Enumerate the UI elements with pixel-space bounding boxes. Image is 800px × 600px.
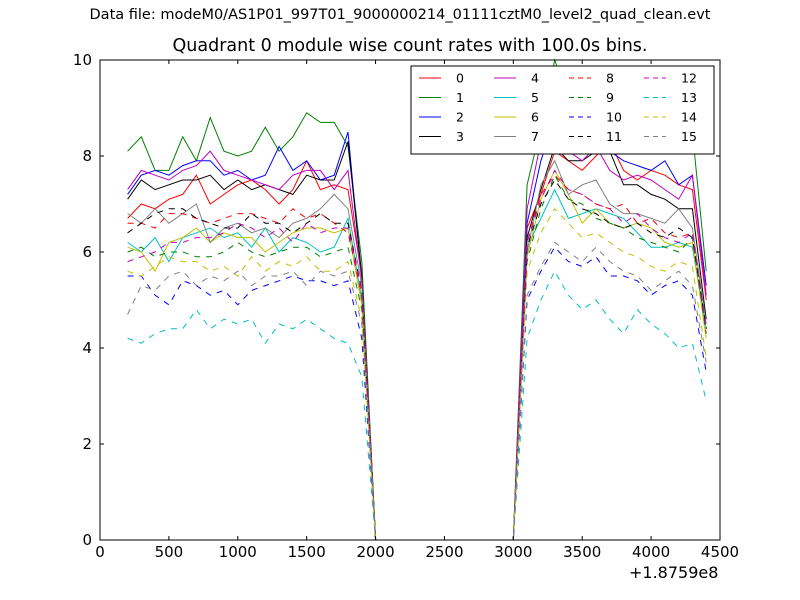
- y-tick-label: 10: [73, 51, 92, 69]
- y-tick-label: 8: [82, 147, 92, 165]
- y-tick-label: 0: [82, 531, 92, 549]
- legend-label-7: 7: [531, 129, 539, 144]
- series-line-6: [127, 169, 707, 541]
- legend-label-6: 6: [531, 110, 539, 125]
- series-line-7: [127, 159, 707, 541]
- x-tick-label: 1000: [219, 543, 257, 561]
- x-tick-label: 4500: [701, 543, 739, 561]
- legend-label-10: 10: [606, 110, 622, 125]
- series-line-15: [127, 241, 707, 541]
- x-offset-label: +1.8759e8: [629, 563, 719, 582]
- x-tick-label: 2500: [425, 543, 463, 561]
- legend-label-2: 2: [456, 110, 464, 125]
- legend-label-3: 3: [456, 129, 464, 144]
- legend-label-11: 11: [606, 129, 622, 144]
- series-line-14: [127, 207, 707, 541]
- series-line-10: [127, 246, 707, 541]
- series-line-5: [127, 188, 707, 541]
- legend-label-0: 0: [456, 71, 464, 86]
- series-line-0: [127, 140, 707, 541]
- x-tick-label: 500: [155, 543, 184, 561]
- series-line-9: [127, 174, 707, 541]
- x-axis: 0 500 1000 1500 2000 2500 3000 3500 4000 4500: [95, 60, 739, 561]
- legend-label-15: 15: [681, 129, 697, 144]
- x-tick-label: 3000: [494, 543, 532, 561]
- legend-label-5: 5: [531, 90, 539, 105]
- legend-label-8: 8: [606, 71, 614, 86]
- legend-label-4: 4: [531, 71, 539, 86]
- legend-box: [410, 65, 715, 155]
- x-tick-label: 0: [95, 543, 105, 561]
- series-line-12: [127, 169, 707, 541]
- legend-label-12: 12: [681, 71, 697, 86]
- series-line-11: [127, 179, 707, 541]
- y-tick-label: 6: [82, 243, 92, 261]
- x-tick-label: 3500: [563, 543, 601, 561]
- legend-label-13: 13: [681, 90, 697, 105]
- series-line-8: [127, 174, 707, 541]
- x-tick-label: 4000: [632, 543, 670, 561]
- series-line-4: [127, 101, 707, 541]
- chart-title: Quadrant 0 module wise count rates with …: [172, 36, 648, 56]
- legend-label-14: 14: [681, 110, 697, 125]
- plot-frame: [99, 59, 721, 541]
- series-line-13: [127, 270, 707, 541]
- legend-label-9: 9: [606, 90, 614, 105]
- x-tick-label: 2000: [356, 543, 394, 561]
- y-tick-label: 4: [82, 339, 92, 357]
- x-tick-label: 1500: [288, 543, 326, 561]
- figure-suptitle: Data file: modeM0/AS1P01_997T01_90000002…: [89, 7, 711, 23]
- y-tick-label: 2: [82, 435, 92, 453]
- legend-label-1: 1: [456, 90, 464, 105]
